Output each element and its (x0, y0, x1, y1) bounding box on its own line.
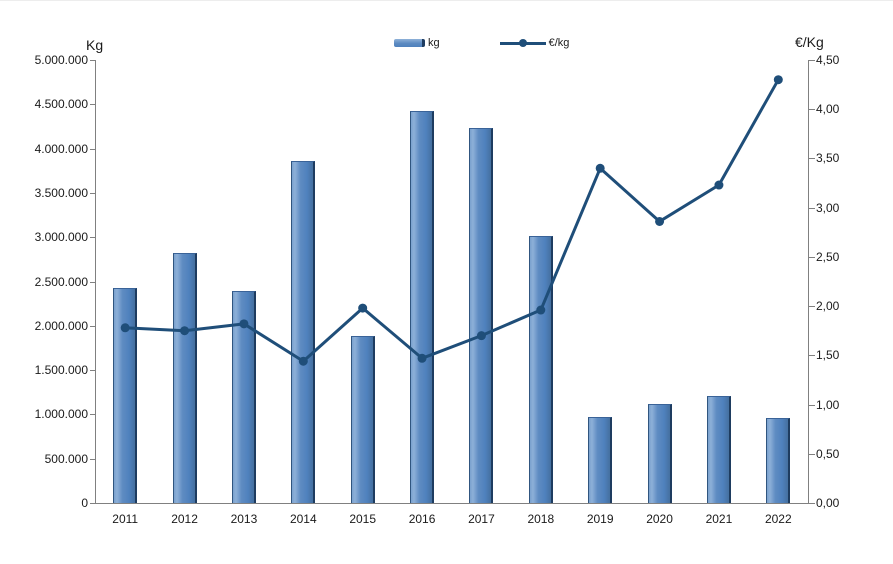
right-axis-tick-label: 2,00 (816, 299, 840, 314)
bar-2015 (350, 335, 375, 503)
bar-2019 (588, 417, 613, 503)
left-axis-title: Kg (86, 37, 104, 53)
line-marker-2016 (417, 353, 427, 363)
right-axis-tick (809, 404, 815, 406)
right-axis-tick (809, 109, 815, 111)
left-axis-tick (89, 148, 96, 150)
x-axis-label-2012: 2012 (171, 512, 198, 526)
right-axis-tick (809, 306, 815, 308)
left-axis-tick-label: 1.000.000 (34, 407, 88, 422)
bar-2021 (706, 395, 731, 503)
legend-item-eur-kg: €/kg (454, 37, 570, 49)
right-axis-tick-label: 1,00 (816, 397, 840, 412)
left-axis-tick-label: 4.000.000 (34, 141, 88, 156)
x-axis-label-2016: 2016 (408, 512, 436, 526)
right-axis-tick-label: 4,00 (816, 102, 840, 117)
bar-2020 (647, 403, 672, 503)
right-axis-tick (809, 453, 815, 455)
right-axis-title: €/Kg (795, 34, 824, 50)
right-axis-tick (809, 60, 815, 61)
x-axis-label-2017: 2017 (468, 512, 495, 526)
line-marker-2012 (180, 326, 190, 336)
line-marker-2018 (536, 305, 546, 315)
x-axis-label-2020: 2020 (646, 512, 673, 526)
left-axis-tick-label: 500.000 (44, 451, 88, 466)
left-axis-tick-label: 3.000.000 (34, 230, 88, 245)
right-axis-tick-label: 3,50 (816, 151, 840, 166)
bar-2016 (410, 110, 435, 503)
x-axis-line (95, 503, 809, 504)
left-axis-tick (89, 192, 96, 194)
line-marker-2015 (358, 303, 368, 313)
x-axis-label-2014: 2014 (289, 512, 317, 526)
left-axis-tick (89, 237, 96, 239)
right-axis-tick (809, 207, 815, 209)
right-axis-tick (809, 256, 815, 258)
left-axis-tick-label: 0 (81, 496, 88, 510)
x-axis-label-2019: 2019 (586, 512, 614, 526)
left-axis-tick (89, 370, 96, 372)
bar-2012 (172, 253, 197, 503)
left-y-axis-line (95, 60, 96, 504)
x-axis-label-2013: 2013 (230, 512, 258, 526)
left-axis-tick (89, 281, 96, 283)
x-axis-label-2021: 2021 (705, 512, 733, 526)
right-axis-tick (809, 503, 815, 504)
x-axis-label-2018: 2018 (527, 512, 555, 526)
line-marker-2019 (595, 163, 605, 173)
bar-series-swatch-icon (394, 39, 425, 47)
left-axis-tick-label: 5.000.000 (34, 53, 88, 67)
right-axis-tick-label: 0,00 (816, 496, 840, 510)
left-axis-tick-label: 2.500.000 (34, 274, 88, 289)
left-axis-tick (89, 60, 96, 61)
line-marker-2017 (476, 331, 486, 341)
legend-item-kg: kg (394, 37, 440, 49)
line-marker-2022 (773, 75, 783, 85)
bar-2017 (469, 128, 494, 503)
right-axis-tick-label: 2,50 (816, 249, 840, 264)
right-axis-tick (809, 355, 815, 357)
left-axis-tick (89, 503, 96, 504)
legend-label-kg: kg (428, 37, 440, 49)
left-axis-tick-label: 1.500.000 (34, 363, 88, 378)
left-axis-tick-label: 4.500.000 (34, 97, 88, 112)
legend: kg €/kg (394, 37, 569, 49)
left-axis-tick (89, 104, 96, 106)
right-axis-tick-label: 3,00 (816, 200, 840, 215)
right-axis-tick-label: 1,50 (816, 348, 840, 363)
left-axis-tick (89, 458, 96, 460)
line-series-swatch-icon (499, 37, 546, 49)
left-axis-tick-label: 2.000.000 (34, 318, 88, 333)
legend-label-eur-kg: €/kg (548, 37, 570, 49)
bar-2018 (528, 236, 553, 503)
x-axis-label-2011: 2011 (112, 512, 139, 526)
line-marker-2011 (120, 323, 130, 333)
line-marker-2013 (239, 319, 249, 329)
right-axis-tick (809, 158, 815, 160)
right-axis-tick-label: 4,50 (816, 53, 840, 67)
left-axis-tick (89, 325, 96, 327)
left-axis-tick-label: 3.500.000 (34, 185, 88, 200)
line-marker-2021 (714, 180, 724, 190)
price-line (123, 78, 780, 363)
bar-2014 (291, 161, 316, 503)
line-marker-2014 (298, 356, 308, 366)
x-axis-label-2015: 2015 (349, 512, 377, 526)
right-axis-tick-label: 0,50 (816, 446, 840, 461)
right-y-axis-line (808, 60, 809, 504)
line-marker-2020 (655, 216, 665, 226)
left-axis-tick (89, 414, 96, 416)
bar-2022 (766, 417, 791, 503)
x-axis-label-2022: 2022 (764, 512, 792, 526)
